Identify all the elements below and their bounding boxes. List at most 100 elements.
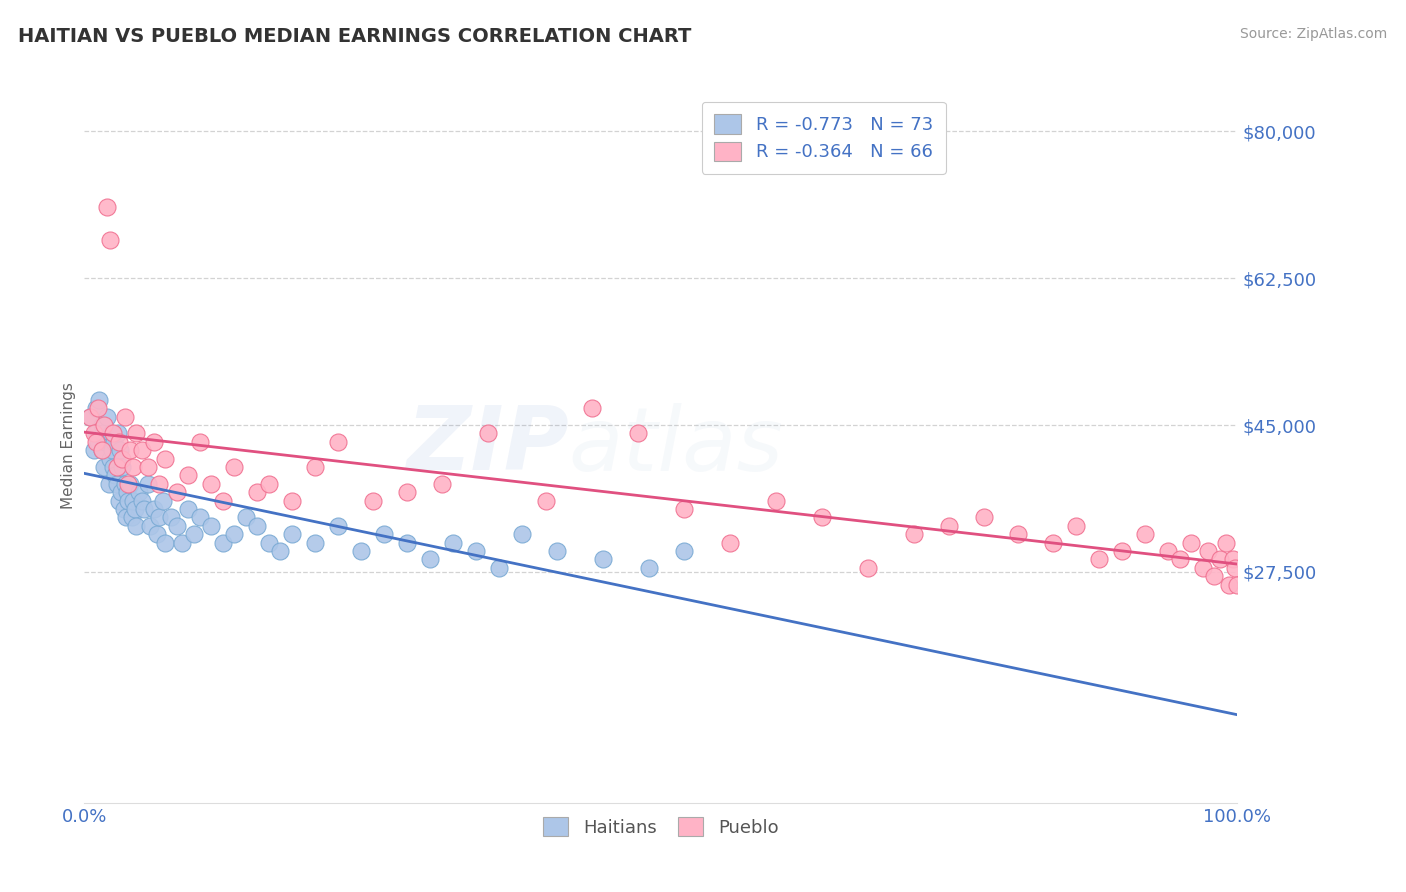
Text: HAITIAN VS PUEBLO MEDIAN EARNINGS CORRELATION CHART: HAITIAN VS PUEBLO MEDIAN EARNINGS CORREL… (18, 27, 692, 45)
Point (142, 502, 165, 516)
Point (108, 443, 131, 458)
Point (121, 510, 143, 524)
Point (112, 502, 135, 516)
Point (1180, 535, 1202, 549)
Point (97, 476, 120, 491)
Point (90, 417, 112, 432)
Point (128, 485, 150, 500)
Point (153, 451, 176, 466)
Point (973, 510, 995, 524)
Point (546, 544, 568, 558)
Point (246, 485, 269, 500)
Point (146, 527, 169, 541)
Text: atlas: atlas (568, 403, 783, 489)
Point (160, 510, 183, 524)
Point (103, 434, 125, 449)
Point (512, 527, 534, 541)
Point (1198, 544, 1220, 558)
Point (638, 560, 661, 574)
Point (672, 544, 695, 558)
Point (111, 451, 134, 466)
Point (114, 476, 136, 491)
Point (938, 518, 960, 533)
Point (281, 527, 304, 541)
Point (125, 518, 148, 533)
Point (765, 493, 787, 508)
Point (104, 468, 127, 483)
Point (120, 443, 142, 458)
Point (811, 510, 834, 524)
Point (131, 493, 153, 508)
Point (148, 510, 170, 524)
Point (114, 409, 136, 424)
Point (84, 426, 107, 441)
Point (115, 510, 138, 524)
Point (98, 233, 121, 247)
Point (224, 527, 246, 541)
Point (177, 502, 200, 516)
Point (257, 535, 280, 549)
Point (304, 535, 326, 549)
Point (373, 527, 395, 541)
Point (153, 535, 176, 549)
Point (269, 544, 291, 558)
Point (488, 560, 510, 574)
Point (142, 434, 165, 449)
Point (136, 460, 159, 475)
Point (1215, 535, 1237, 549)
Point (304, 460, 326, 475)
Point (200, 518, 222, 533)
Point (105, 460, 128, 475)
Point (84, 434, 107, 449)
Point (96, 409, 118, 424)
Point (166, 518, 188, 533)
Point (83, 426, 105, 441)
Point (101, 443, 124, 458)
Point (1191, 560, 1213, 574)
Point (211, 493, 233, 508)
Point (281, 493, 304, 508)
Point (183, 527, 205, 541)
Point (1088, 552, 1111, 566)
Point (103, 426, 124, 441)
Point (1064, 518, 1087, 533)
Text: Source: ZipAtlas.com: Source: ZipAtlas.com (1240, 27, 1388, 41)
Point (1204, 569, 1226, 583)
Point (718, 535, 741, 549)
Point (1223, 560, 1246, 574)
Point (108, 493, 131, 508)
Point (79, 409, 101, 424)
Point (224, 460, 246, 475)
Point (1222, 552, 1244, 566)
Point (188, 434, 211, 449)
Point (257, 476, 280, 491)
Point (1007, 527, 1029, 541)
Point (441, 535, 464, 549)
Point (134, 502, 156, 516)
Point (534, 493, 557, 508)
Point (111, 460, 134, 475)
Point (93, 417, 115, 432)
Point (1218, 577, 1240, 591)
Point (465, 544, 488, 558)
Point (90, 443, 112, 458)
Point (117, 493, 139, 508)
Point (396, 485, 419, 500)
Point (83, 443, 105, 458)
Point (108, 434, 131, 449)
Point (672, 502, 695, 516)
Point (592, 552, 614, 566)
Point (1168, 552, 1191, 566)
Point (90, 443, 112, 458)
Point (858, 560, 880, 574)
Text: ZIP: ZIP (406, 402, 568, 490)
Point (177, 468, 200, 483)
Point (87, 401, 110, 416)
Point (211, 535, 233, 549)
Point (94, 434, 117, 449)
Point (110, 485, 132, 500)
Point (117, 476, 139, 491)
Point (1133, 527, 1156, 541)
Point (125, 426, 148, 441)
Point (84, 401, 107, 416)
